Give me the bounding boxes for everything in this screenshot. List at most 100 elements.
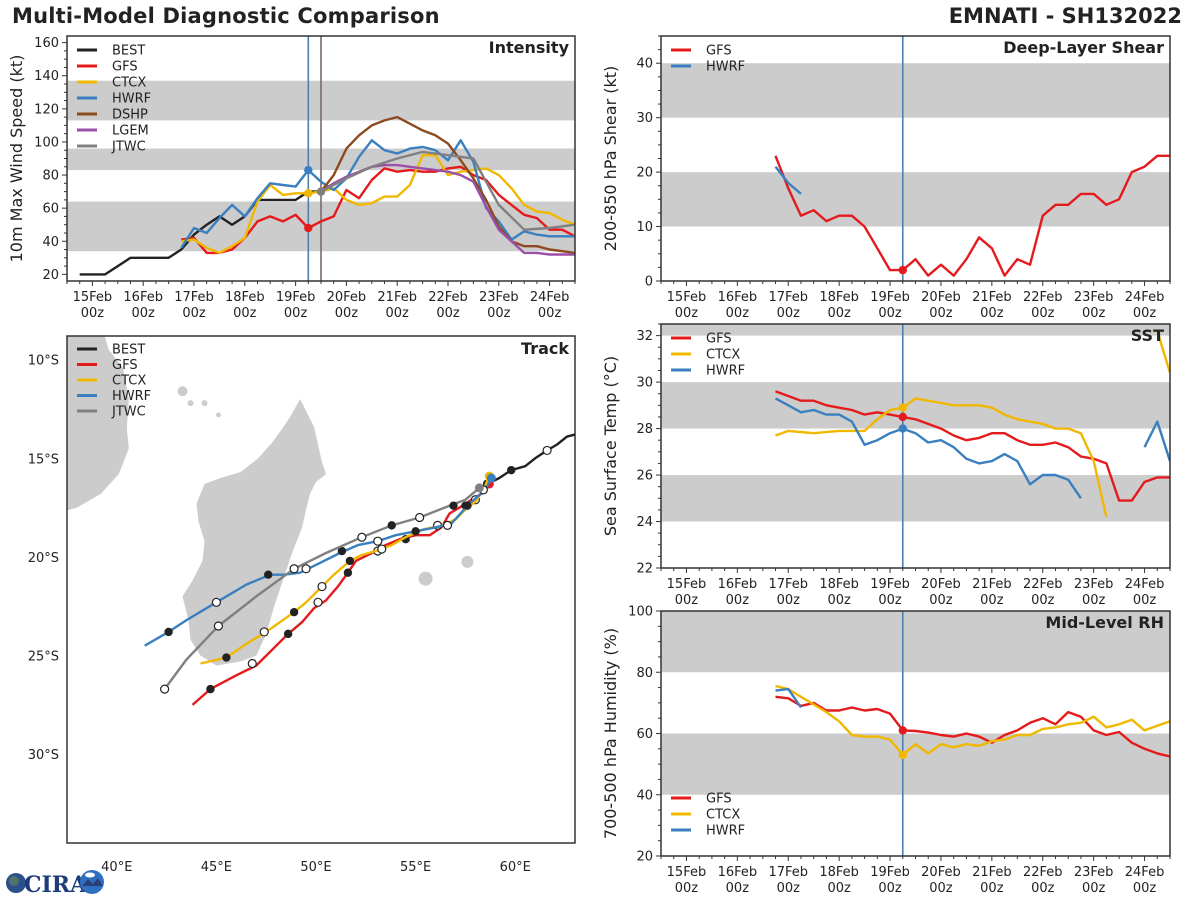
x-tick-label-date: 19Feb bbox=[870, 577, 910, 592]
y-tick-label: 140 bbox=[34, 69, 59, 84]
rh-panel: 2040608010015Feb00z16Feb00z17Feb00z18Feb… bbox=[601, 605, 1171, 896]
series-gfs bbox=[775, 390, 1171, 502]
y-tick-label: 40 bbox=[636, 57, 653, 72]
track-point-12z bbox=[377, 544, 387, 554]
island bbox=[461, 555, 474, 568]
legend-label: CTCX bbox=[706, 348, 740, 363]
track-best bbox=[482, 433, 575, 489]
legend-label: DSHP bbox=[112, 108, 148, 123]
island bbox=[216, 412, 221, 418]
x-tick-label-hour: 00z bbox=[284, 306, 308, 321]
init-marker bbox=[316, 187, 326, 196]
x-tick-label-date: 18Feb bbox=[819, 865, 859, 880]
x-tick-label-date: 15Feb bbox=[73, 290, 113, 305]
track-start-marker bbox=[474, 483, 484, 493]
x-tick-label-hour: 00z bbox=[929, 593, 953, 608]
x-tick-label-date: 15Feb bbox=[667, 577, 707, 592]
track-point-12z bbox=[442, 520, 453, 530]
lon-tick-label: 40°E bbox=[101, 860, 132, 875]
cira-logo: CIRA bbox=[6, 870, 104, 896]
panel-title: Intensity bbox=[489, 38, 570, 57]
y-tick-label: 24 bbox=[636, 515, 653, 530]
threshold-band bbox=[661, 63, 1170, 118]
panel-title: SST bbox=[1131, 326, 1164, 345]
legend-label: HWRF bbox=[706, 60, 745, 75]
x-tick-label-hour: 00z bbox=[726, 881, 750, 896]
track-point-12z bbox=[247, 658, 257, 669]
x-tick-label-hour: 00z bbox=[1031, 881, 1055, 896]
x-tick-label-date: 22Feb bbox=[1023, 865, 1063, 880]
x-tick-label-hour: 00z bbox=[878, 593, 902, 608]
x-tick-label-hour: 00z bbox=[1082, 306, 1106, 321]
x-tick-label-hour: 00z bbox=[1031, 306, 1055, 321]
y-tick-label: 100 bbox=[628, 605, 653, 620]
track-point-00z bbox=[411, 527, 420, 536]
track-hwrf bbox=[144, 473, 496, 647]
x-tick-label-hour: 00z bbox=[777, 881, 801, 896]
y-tick-label: 100 bbox=[34, 135, 59, 150]
y-tick-label: 120 bbox=[34, 102, 59, 117]
x-tick-label-date: 24Feb bbox=[1125, 577, 1165, 592]
x-tick-label-date: 17Feb bbox=[768, 865, 808, 880]
threshold-band bbox=[661, 172, 1170, 227]
legend-item-gfs: GFS bbox=[671, 332, 732, 347]
x-tick-label-date: 18Feb bbox=[225, 290, 265, 305]
series-line-gfs bbox=[775, 695, 1170, 758]
x-tick-label-date: 24Feb bbox=[1125, 290, 1165, 305]
track-point-00z bbox=[387, 521, 396, 530]
series-gfs bbox=[775, 695, 1171, 758]
track-jtwc bbox=[160, 483, 488, 694]
series-line-ctcx_tail bbox=[1156, 330, 1170, 374]
x-tick-label-date: 22Feb bbox=[1023, 290, 1063, 305]
lat-tick-label: 25°S bbox=[28, 650, 59, 665]
x-tick-label-hour: 00z bbox=[436, 306, 460, 321]
cira-logo-text: CIRA bbox=[24, 872, 88, 896]
x-tick-label-hour: 00z bbox=[132, 306, 156, 321]
y-tick-label: 26 bbox=[636, 469, 653, 484]
x-tick-label-date: 17Feb bbox=[768, 290, 808, 305]
series-line-ctcx bbox=[775, 684, 1170, 757]
legend-label: HWRF bbox=[112, 92, 151, 107]
y-axis-title: 10m Max Wind Speed (kt) bbox=[7, 55, 26, 263]
x-tick-label-hour: 00z bbox=[81, 306, 105, 321]
legend-item-hwrf: HWRF bbox=[671, 824, 745, 839]
legend-label: GFS bbox=[112, 358, 138, 373]
track-point-12z bbox=[289, 564, 299, 574]
x-tick-label-date: 20Feb bbox=[921, 865, 961, 880]
x-tick-label-date: 17Feb bbox=[768, 577, 808, 592]
track-point-00z bbox=[164, 627, 173, 637]
x-tick-label-date: 22Feb bbox=[1023, 577, 1063, 592]
legend-item-jtwc: JTWC bbox=[77, 140, 146, 155]
y-tick-label: 160 bbox=[34, 36, 59, 51]
y-tick-label: 0 bbox=[645, 275, 653, 290]
lat-tick-label: 15°S bbox=[28, 452, 59, 467]
legend-item-hwrf: HWRF bbox=[77, 389, 151, 404]
series-hwrf bbox=[180, 139, 576, 249]
x-tick-label-date: 24Feb bbox=[1125, 865, 1165, 880]
x-tick-label-date: 16Feb bbox=[123, 290, 163, 305]
x-tick-label-date: 23Feb bbox=[1074, 577, 1114, 592]
y-axis-title: 700-500 hPa Humidity (%) bbox=[601, 628, 620, 839]
threshold-band bbox=[661, 733, 1170, 795]
plot-area bbox=[661, 324, 1170, 568]
legend-item-hwrf: HWRF bbox=[77, 92, 151, 107]
x-tick-label-date: 21Feb bbox=[972, 865, 1012, 880]
x-tick-label-date: 21Feb bbox=[972, 577, 1012, 592]
x-tick-label-hour: 00z bbox=[538, 306, 562, 321]
x-tick-label-hour: 00z bbox=[675, 306, 699, 321]
track-point-00z bbox=[337, 546, 347, 556]
x-tick-label-hour: 00z bbox=[1031, 593, 1055, 608]
x-tick-label-hour: 00z bbox=[827, 593, 851, 608]
intensity-panel: 2040608010012014016015Feb00z16Feb00z17Fe… bbox=[7, 35, 576, 321]
island bbox=[201, 400, 208, 407]
tracks bbox=[144, 433, 575, 706]
series-hwrf_tail bbox=[1143, 420, 1171, 462]
legend-label: JTWC bbox=[111, 405, 146, 420]
legend-item-dshp: DSHP bbox=[77, 108, 148, 123]
init-marker bbox=[304, 165, 313, 175]
x-tick-label-hour: 00z bbox=[1133, 306, 1157, 321]
legend-label: HWRF bbox=[112, 389, 151, 404]
x-tick-label-hour: 00z bbox=[980, 881, 1004, 896]
island bbox=[418, 571, 433, 586]
